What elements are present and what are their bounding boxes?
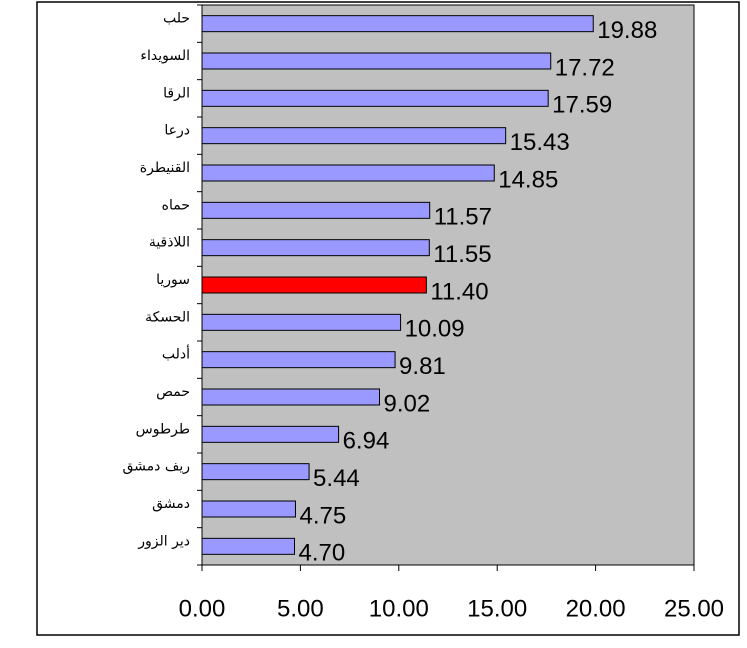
y-tick-label: الرقا	[163, 85, 190, 101]
bar	[201, 201, 431, 219]
y-tick-label: ريف دمشق	[123, 459, 191, 475]
bar	[201, 388, 381, 406]
value-label: 9.02	[384, 390, 431, 417]
y-tick-label: اللاذقية	[149, 235, 190, 251]
value-label: 11.57	[434, 204, 492, 231]
value-label: 10.09	[405, 316, 465, 343]
value-label: 4.75	[299, 502, 346, 529]
y-tick-label: السويداء	[140, 48, 190, 64]
x-tick-label: 5.00	[277, 595, 324, 622]
bar	[201, 89, 549, 107]
value-label: 19.88	[597, 17, 657, 44]
bar	[201, 276, 427, 294]
y-tick-label: حمص	[156, 384, 190, 400]
bar	[201, 425, 340, 443]
value-label: 17.59	[552, 92, 612, 119]
x-tick-label: 10.00	[369, 595, 429, 622]
bar	[201, 127, 507, 145]
bar	[201, 500, 296, 518]
value-label: 4.70	[298, 540, 345, 567]
y-tick-label: دمشق	[152, 496, 190, 512]
bar	[201, 537, 295, 555]
bar	[201, 164, 495, 182]
y-tick-label: حماه	[162, 197, 190, 213]
value-label: 15.43	[510, 129, 570, 156]
bar	[201, 239, 430, 257]
x-tick-label: 20.00	[566, 595, 626, 622]
bar	[201, 463, 310, 481]
x-tick-label: 15.00	[467, 595, 527, 622]
y-tick-label: حلب	[163, 11, 190, 27]
bar	[201, 15, 594, 33]
bar	[201, 52, 552, 70]
bar	[201, 351, 396, 369]
y-tick-label: طرطوس	[136, 421, 190, 437]
value-label: 17.72	[555, 54, 615, 81]
y-tick-label: درعا	[164, 123, 190, 139]
value-label: 5.44	[313, 465, 360, 492]
y-tick-label: دير الزور	[137, 533, 190, 549]
x-tick-label: 0.00	[179, 595, 226, 622]
value-label: 6.94	[343, 428, 390, 455]
value-label: 14.85	[498, 166, 558, 193]
bar	[201, 313, 402, 331]
y-tick-label: الحسكة	[145, 309, 190, 325]
y-tick-label: القنيطرة	[140, 160, 190, 176]
value-label: 9.81	[399, 353, 446, 380]
value-label: 11.40	[430, 278, 488, 305]
y-tick-label: سوريا	[156, 272, 190, 288]
value-label: 11.55	[433, 241, 491, 268]
x-tick-label: 25.00	[664, 595, 724, 622]
y-tick-label: أدلب	[162, 345, 190, 363]
